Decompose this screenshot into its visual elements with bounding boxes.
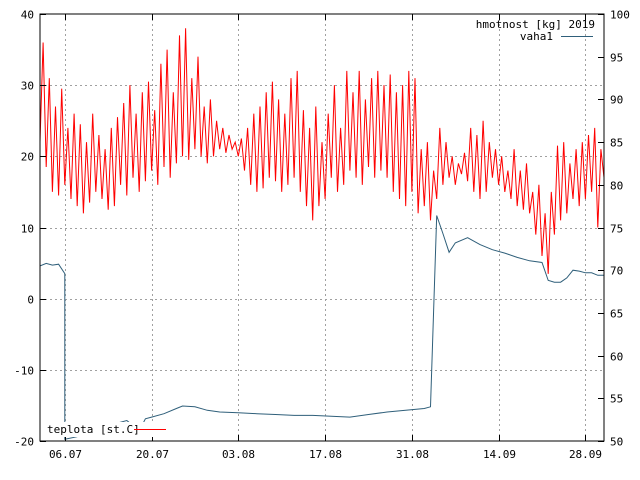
y2-tick-label: 95 (610, 52, 623, 65)
y2-tick-label: 70 (610, 265, 623, 278)
x-tick-label: 20.07 (136, 448, 169, 461)
x-tick-label: 06.07 (49, 448, 82, 461)
legend-top-right: hmotnost [kg] 2019 vaha1 (476, 18, 595, 43)
y2-tick-label: 50 (610, 436, 623, 449)
x-tick-label: 28.09 (569, 448, 602, 461)
x-tick-label: 14.09 (483, 448, 516, 461)
axes: -20 -10 0 10 20 30 40 50 55 60 65 70 75 80 85 90 95 100 06… (14, 9, 630, 462)
y-tick-label: 20 (21, 151, 34, 164)
y2-tick-label: 90 (610, 94, 623, 107)
grid (40, 14, 604, 441)
plot-frame (40, 14, 604, 441)
x-tick-label: 31.08 (396, 448, 429, 461)
y-tick-label: 10 (21, 223, 34, 236)
x-tick-label: 03.08 (222, 448, 255, 461)
y-tick-label: -10 (14, 365, 34, 378)
legend-label-teplota: teplota [st.C] (47, 423, 140, 436)
y2-tick-label: 85 (610, 137, 623, 150)
y-tick-label: 30 (21, 80, 34, 93)
y2-tick-label: 60 (610, 351, 623, 364)
y2-tick-label: 65 (610, 308, 623, 321)
legend-bottom-left: teplota [st.C] (44, 422, 170, 437)
y-tick-label: 0 (27, 294, 34, 307)
y2-tick-label: 55 (610, 393, 623, 406)
legend-label-vaha1: vaha1 (520, 30, 553, 43)
y2-tick-label: 75 (610, 223, 623, 236)
y-tick-label: 40 (21, 9, 34, 22)
series-line-vaha1 (40, 216, 604, 440)
series-group (40, 28, 604, 439)
x-tick-label: 17.08 (309, 448, 342, 461)
y2-tick-label: 80 (610, 180, 623, 193)
series-line-teplota-st-c (40, 28, 604, 274)
y2-tick-label: 100 (610, 9, 630, 22)
y-tick-label: -20 (14, 436, 34, 449)
